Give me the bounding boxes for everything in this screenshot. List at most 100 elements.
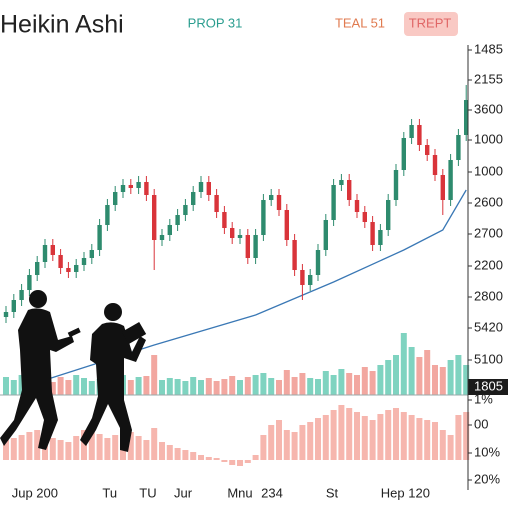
histogram-bar <box>408 415 415 460</box>
candle-body <box>386 200 391 230</box>
histogram-bar <box>112 435 119 460</box>
candle-body <box>237 235 243 238</box>
volume-bar <box>18 375 25 395</box>
candle-body <box>206 182 211 195</box>
volume-bar <box>439 367 446 395</box>
candle-body <box>464 100 469 135</box>
histogram-bar <box>447 435 454 460</box>
volume-bar <box>432 365 438 395</box>
volume-bar <box>159 380 165 395</box>
candle-body <box>167 225 172 235</box>
y-tick-label: 2600 <box>474 194 503 209</box>
volume-bar <box>229 376 236 395</box>
candle-body <box>417 125 422 145</box>
hist-y-tick-label: 10% <box>474 444 500 459</box>
candle-body <box>105 205 110 225</box>
candle-body <box>245 235 250 258</box>
volume-bar <box>221 379 228 395</box>
candle-body <box>362 212 367 222</box>
histogram-bar <box>260 435 267 460</box>
candle-body <box>214 195 219 212</box>
histogram-bar <box>299 425 306 460</box>
x-tick-label: Mnu <box>227 485 252 500</box>
histogram-bar <box>369 420 376 460</box>
candle-body <box>144 182 149 195</box>
y-tick-label: 3600 <box>474 101 503 116</box>
histogram-bar <box>65 442 72 460</box>
candle-body <box>401 138 406 170</box>
histogram-bar <box>338 405 345 460</box>
y-tick-label: 5100 <box>474 351 503 366</box>
volume-bar <box>174 379 181 395</box>
histogram-bar <box>307 422 314 460</box>
volume-bar <box>182 381 189 395</box>
candle-body <box>66 268 71 272</box>
histogram-bar <box>174 448 181 460</box>
legend-label: TREPT <box>409 15 452 30</box>
histogram-bar <box>416 418 423 460</box>
candle-body <box>323 220 328 250</box>
y-tick-highlight <box>468 379 508 395</box>
candle-body <box>19 290 24 300</box>
candle-body <box>50 245 55 255</box>
moving-average <box>44 189 467 381</box>
histogram-bar <box>34 430 41 460</box>
histogram-bar <box>159 442 165 460</box>
volume-bar <box>424 350 431 395</box>
volume-bar <box>400 333 407 395</box>
candle-body <box>120 185 126 192</box>
candle-body <box>152 195 157 240</box>
candle-body <box>347 180 352 200</box>
legend-box <box>404 12 458 36</box>
volume-bar <box>338 369 345 395</box>
candle-body <box>253 235 258 258</box>
volume-bar <box>322 371 329 395</box>
histogram-bar <box>432 422 438 460</box>
volume-bar <box>408 347 415 395</box>
x-tick-label: 234 <box>261 485 283 500</box>
histogram-bar <box>49 438 56 460</box>
volume-bar <box>127 380 134 395</box>
volume-bar <box>283 370 290 395</box>
histogram-bar <box>268 425 275 460</box>
histogram-bar <box>221 460 228 462</box>
histogram-bar <box>10 438 17 460</box>
candle-body <box>354 200 360 212</box>
candle-body <box>11 300 16 312</box>
candle-body <box>315 250 321 275</box>
candle-body <box>393 170 399 200</box>
candle-body <box>425 145 430 155</box>
candle-body <box>97 225 102 250</box>
histogram-bar <box>291 432 298 460</box>
candle-body <box>308 275 313 285</box>
candle-body <box>276 195 282 210</box>
x-tick-label: Jur <box>174 485 193 500</box>
x-tick-label: Tu <box>102 485 117 500</box>
volume-bar <box>299 373 306 395</box>
histogram-bar <box>354 412 360 460</box>
volume-bar <box>81 378 87 395</box>
volume-bar <box>237 380 243 395</box>
y-tick-label: 1000 <box>474 131 503 146</box>
histogram-bar <box>330 410 337 460</box>
histogram-bar <box>166 445 173 460</box>
candle-body <box>198 182 204 192</box>
y-tick-label: 2155 <box>474 71 503 86</box>
y-tick-label: 2800 <box>474 288 503 303</box>
histogram-bar <box>198 455 204 460</box>
x-tick-label: Jup 200 <box>12 485 58 500</box>
histogram-bar <box>213 458 220 460</box>
candle-body <box>331 185 336 220</box>
volume-bar <box>10 380 17 395</box>
candle-body <box>89 250 94 258</box>
candle-body <box>136 182 141 188</box>
volume-bar <box>354 375 360 395</box>
volume-bar <box>377 365 384 395</box>
histogram-bar <box>322 415 329 460</box>
volume-bar <box>447 360 454 395</box>
histogram-bar <box>3 440 9 460</box>
candle-body <box>42 245 48 262</box>
histogram-bar <box>385 410 392 460</box>
volume-bar <box>65 380 72 395</box>
